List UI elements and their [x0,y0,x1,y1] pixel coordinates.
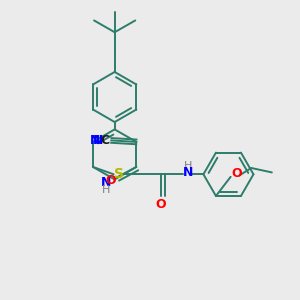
Text: N: N [183,166,193,179]
Text: O: O [155,198,166,211]
Text: N: N [93,134,104,147]
Text: H: H [184,161,192,171]
Text: S: S [115,167,124,181]
Text: O: O [232,167,242,180]
Text: O: O [105,174,116,187]
Text: N: N [101,176,112,190]
Text: C: C [100,134,110,147]
Text: N: N [90,134,100,147]
Text: H: H [102,185,111,195]
